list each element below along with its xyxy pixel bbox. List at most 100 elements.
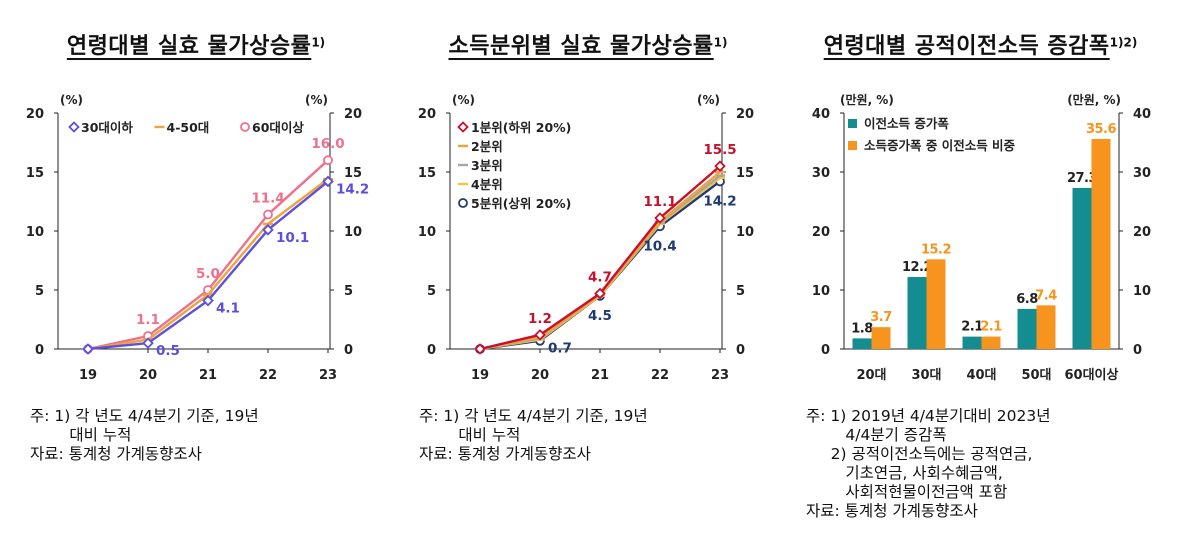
bar-chart-transfer: 0 0 10 10 20 20 30 30 40 40 (만원, %) (만원, %) 20대 1.83.… <box>812 92 1151 383</box>
line-chart-income: 0 0 5 5 10 10 15 15 20 20 (%) (%) 19 20 21 22 23 1.2 0.7 4.… <box>418 93 754 383</box>
data-label: 3.7 <box>870 310 892 325</box>
note-line: 4/4분기 증감폭 <box>806 426 947 444</box>
x-tick-label: 22 <box>259 368 277 383</box>
note-line: 2) 공적이전소득에는 공적연금, <box>806 445 1033 463</box>
legend-marker <box>457 121 469 133</box>
y-tick-label-left: 5 <box>35 284 44 299</box>
bar <box>926 259 946 349</box>
data-point <box>262 224 274 236</box>
chart-title: 연령대별 공적이전소득 증감폭1)2) <box>823 34 1138 59</box>
bar <box>1091 138 1111 349</box>
data-label: 1.1 <box>136 312 160 328</box>
data-label: 27.3 <box>1067 171 1098 186</box>
legend-label: 2분위 <box>471 139 503 154</box>
x-tick-label: 19 <box>471 368 489 383</box>
chart-notes: 주: 1) 2019년 4/4분기대비 2023년 4/4분기 증감폭 2) 공… <box>806 407 1051 521</box>
series-line <box>87 178 329 351</box>
y-tick-label-left: 15 <box>418 166 436 181</box>
data-point <box>263 209 273 220</box>
note-line: 자료: 통계청 가계동향조사 <box>30 445 202 463</box>
y-tick-label-right: 20 <box>344 107 362 122</box>
x-tick-label: 60대이상 <box>1065 367 1119 383</box>
y-tick-label-left: 20 <box>418 107 436 122</box>
data-label: 11.1 <box>643 194 676 210</box>
y-tick-label-right: 15 <box>344 166 362 181</box>
y-tick-label-right: 40 <box>1133 107 1151 122</box>
legend-marker <box>458 198 468 208</box>
legend-marker <box>240 122 250 132</box>
note-line: 주: 1) 각 년도 4/4분기 기준, 19년 <box>419 407 648 425</box>
data-point <box>594 287 606 300</box>
y-tick-label-left: 0 <box>35 343 44 358</box>
note-line: 주: 1) 각 년도 4/4분기 기준, 19년 <box>30 407 259 425</box>
bar <box>1017 308 1037 349</box>
legend-label: 5분위(상위 20%) <box>471 196 571 211</box>
data-label: 2.1 <box>961 320 983 335</box>
x-tick-label: 23 <box>319 368 337 383</box>
data-label: 15.2 <box>921 242 951 257</box>
x-tick-label: 40대 <box>966 368 996 383</box>
y-tick-label-right: 20 <box>1133 225 1151 240</box>
legend-label: 1분위(하위 20%) <box>471 120 571 135</box>
data-label: 12.2 <box>902 260 932 275</box>
y-tick-label-left: 10 <box>812 284 830 299</box>
x-tick-label: 21 <box>199 368 217 383</box>
unit-label-left: (%) <box>452 93 475 107</box>
x-tick-label: 22 <box>651 368 669 383</box>
y-tick-label-right: 15 <box>736 166 754 181</box>
y-tick-label-right: 30 <box>1133 166 1151 181</box>
x-tick-label: 21 <box>591 368 609 383</box>
x-tick-label: 20대 <box>856 368 886 383</box>
bar <box>962 336 982 349</box>
chart-panel-age-inflation: 연령대별 실효 물가상승률1) 0 0 5 5 10 10 15 15 20 20 (%) (%) 19… <box>0 0 392 549</box>
x-tick-label: 19 <box>79 368 97 383</box>
y-tick-label-right: 20 <box>736 107 754 122</box>
y-tick-label-left: 15 <box>26 166 44 181</box>
bar <box>852 338 872 349</box>
y-tick-label-left: 5 <box>427 284 436 299</box>
note-line: 자료: 통계청 가계동향조사 <box>806 502 978 520</box>
y-tick-label-right: 0 <box>736 343 745 358</box>
bar <box>907 277 927 349</box>
data-point <box>322 175 334 188</box>
data-label: 4.7 <box>588 270 612 286</box>
legend-label: 30대이하 <box>81 120 133 135</box>
y-tick-label-left: 0 <box>821 343 830 358</box>
bar <box>1036 305 1056 349</box>
legend-marker <box>68 121 80 133</box>
note-line: 주: 1) 2019년 4/4분기대비 2023년 <box>806 407 1051 425</box>
y-tick-label-left: 10 <box>26 225 44 240</box>
y-tick-label-left: 40 <box>812 107 830 122</box>
chart-title: 소득분위별 실효 물가상승률1) <box>448 34 728 59</box>
note-line: 사회적현물이전금액 포함 <box>806 483 1008 501</box>
legend-label: 3분위 <box>471 158 503 173</box>
x-tick-label: 20 <box>139 368 157 383</box>
legend-label: 이전소득 증가폭 <box>864 116 949 131</box>
x-tick-label: 30대 <box>911 368 941 383</box>
data-label: 2.1 <box>980 320 1002 335</box>
data-label: 0.7 <box>548 341 572 357</box>
unit-label-right: (%) <box>305 93 328 107</box>
data-label: 7.4 <box>1035 288 1057 303</box>
data-point <box>534 329 546 341</box>
y-tick-label-right: 10 <box>344 225 362 240</box>
note-line: 기초연금, 사회수혜금액, <box>806 464 1003 482</box>
chart-notes: 주: 1) 각 년도 4/4분기 기준, 19년 대비 누적 자료: 통계청 가계… <box>419 407 648 464</box>
data-label: 14.2 <box>703 193 736 209</box>
unit-label-left: (만원, %) <box>840 92 894 107</box>
legend-label: 4-50대 <box>167 120 210 135</box>
data-label: 6.8 <box>1016 292 1038 307</box>
note-line: 대비 누적 <box>419 426 521 444</box>
legend-marker <box>848 141 857 150</box>
data-point <box>323 155 333 166</box>
legend-label: 60대이상 <box>252 120 304 135</box>
y-tick-label-left: 30 <box>812 166 830 181</box>
chart-title: 연령대별 실효 물가상승률1) <box>66 34 326 59</box>
y-tick-label-left: 20 <box>26 107 44 122</box>
y-tick-label-right: 0 <box>344 343 353 358</box>
data-label: 1.8 <box>851 321 873 336</box>
y-tick-label-left: 0 <box>427 343 436 358</box>
data-label: 1.2 <box>528 311 552 327</box>
chart-notes: 주: 1) 각 년도 4/4분기 기준, 19년 대비 누적 자료: 통계청 가계… <box>30 407 259 464</box>
data-label: 16.0 <box>311 136 344 152</box>
